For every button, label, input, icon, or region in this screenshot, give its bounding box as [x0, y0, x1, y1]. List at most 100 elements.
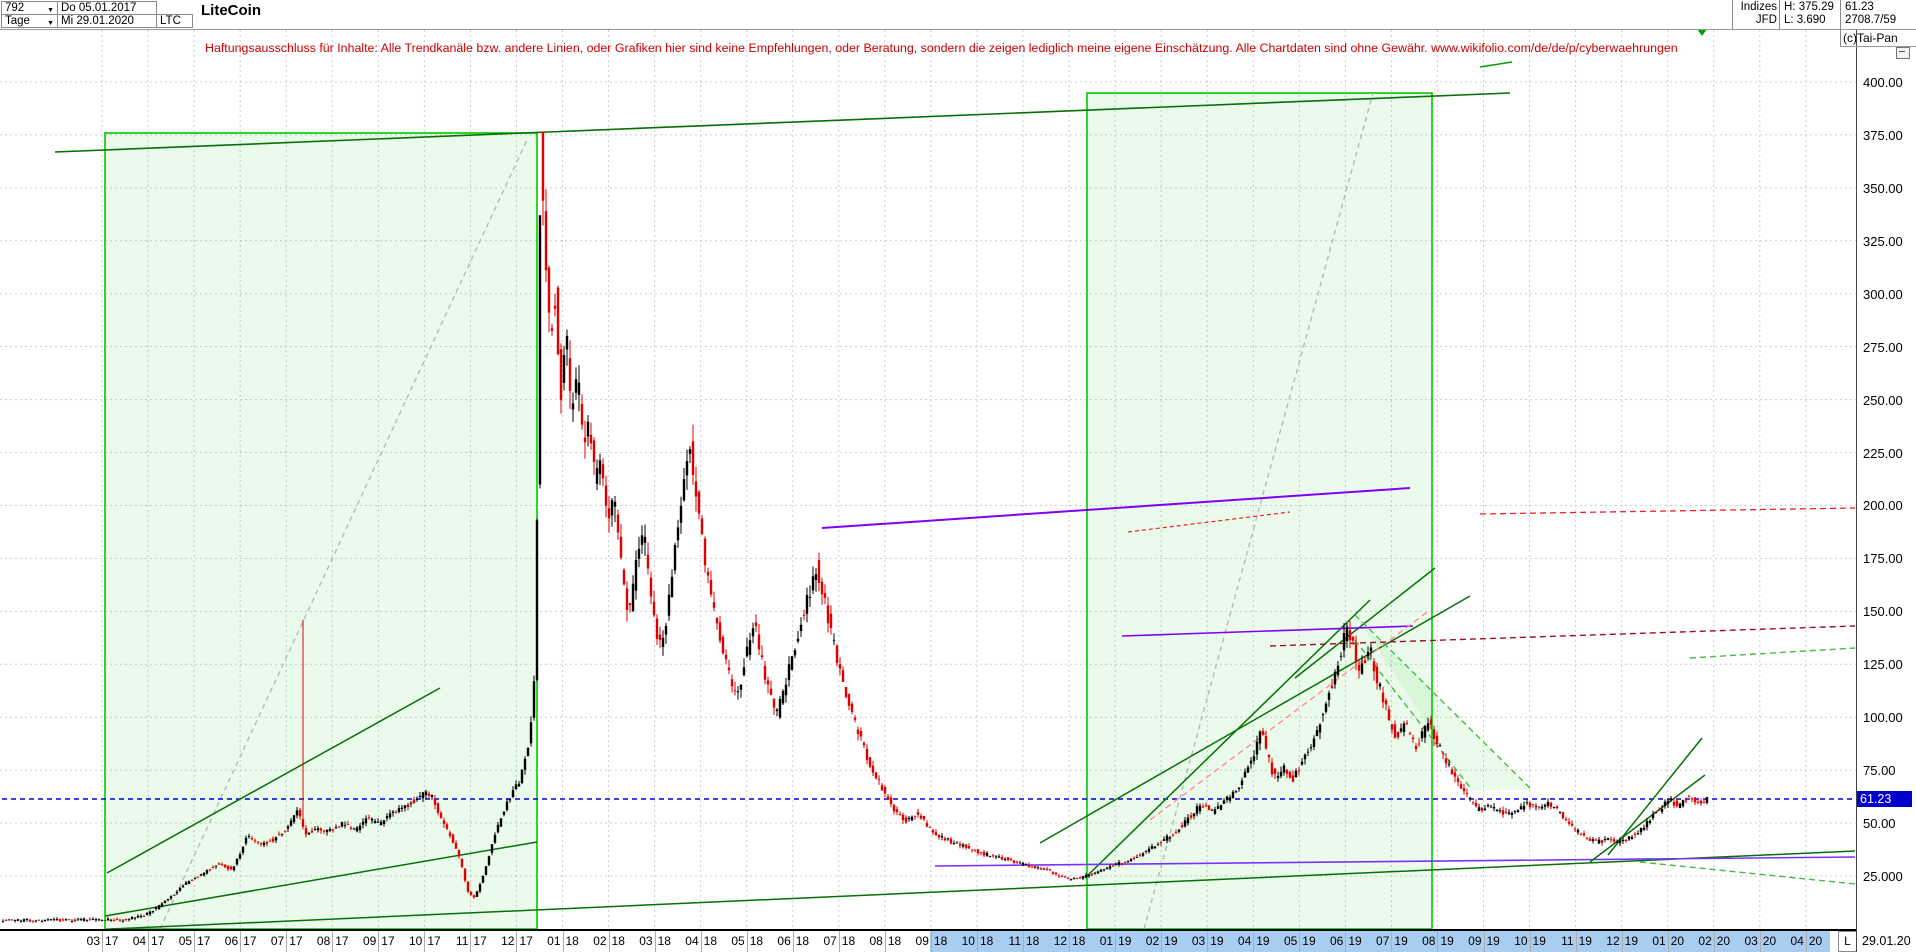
x-axis-label-month: 01 [547, 934, 561, 948]
header-divider-3 [1732, 0, 1733, 29]
copyright-divider [1840, 46, 1916, 47]
x-axis-label-month: 12 [1606, 934, 1620, 948]
y-axis-label: 200.00 [1863, 498, 1903, 514]
x-axis-tick [1759, 931, 1761, 952]
x-axis-tick [562, 931, 564, 952]
x-axis-label-year: 18 [1072, 934, 1086, 948]
date-from-value: Do 05.01.2017 [61, 2, 137, 14]
x-axis-label-month: 08 [869, 934, 883, 948]
header-divider-2 [1840, 0, 1841, 46]
x-axis-tick [378, 931, 380, 952]
x-axis[interactable]: 03 17 04 17 05 17 06 17 07 17 08 17 09 17 10 17 11 17 12 17… [0, 931, 1916, 952]
x-axis-label-year: 17 [151, 934, 165, 948]
purple-support-lower [934, 856, 1856, 867]
rally-box-2019 [1086, 92, 1433, 930]
x-axis-tick [838, 931, 840, 952]
long-support-trendline [109, 850, 1856, 930]
last-date-label: 29.01.20 [1862, 934, 1911, 948]
x-axis-tick [102, 931, 103, 952]
x-axis-label-year: 17 [335, 934, 349, 948]
x-axis-tick [1207, 931, 1209, 952]
feed-label: JFD [1755, 14, 1777, 26]
x-axis-tick [1621, 931, 1623, 952]
x-axis-tick [1437, 931, 1439, 952]
restore-window-icon[interactable] [1896, 47, 1910, 59]
x-axis-label-year: 19 [1348, 934, 1362, 948]
x-axis-label-month: 06 [1329, 934, 1344, 948]
x-axis-tick [424, 931, 426, 952]
x-axis-tick [1069, 931, 1071, 952]
x-axis-label-month: 03 [1191, 934, 1206, 948]
y-axis-label: 150.00 [1863, 604, 1903, 620]
x-axis-tick [1345, 931, 1347, 952]
period-value: Tage [5, 15, 30, 27]
x-axis-label-month: 05 [178, 934, 193, 948]
x-axis-label-month: 05 [731, 934, 745, 948]
x-axis-label-month: 06 [224, 934, 239, 948]
bars-count-value: 792 [5, 2, 25, 14]
x-axis-tick [792, 931, 794, 952]
pink-dashed-channel [1149, 609, 1431, 821]
x-axis-tick [286, 931, 288, 952]
x-axis-tick [1115, 931, 1117, 952]
y-axis-label: 275.00 [1863, 339, 1903, 355]
x-axis-label-year: 18 [703, 934, 717, 948]
red-dashed-resistance [1479, 507, 1856, 515]
x-axis-label-year: 18 [1026, 934, 1040, 948]
x-axis-label-year: 18 [841, 934, 856, 948]
last-price-value: 61.23 [1845, 1, 1874, 13]
channel-top-2017 [106, 687, 441, 874]
symbol-field[interactable]: LTC [156, 14, 193, 28]
period-dropdown[interactable]: Tage ▼ [1, 14, 58, 28]
x-axis-label-year: 17 [243, 934, 257, 948]
x-axis-label-year: 17 [197, 934, 211, 948]
x-axis-label-month: 10 [1514, 934, 1528, 948]
x-axis-tick [1667, 931, 1669, 952]
x-axis-tick [240, 931, 242, 952]
gray-diagonal-2019 [1143, 92, 1374, 930]
upper-tip-segment [1479, 61, 1513, 68]
green-dashed-bottom-right [1639, 861, 1856, 885]
page-title: LiteCoin [201, 2, 261, 19]
x-axis-label-month: 04 [1790, 934, 1804, 948]
x-axis-tick [1253, 931, 1255, 952]
x-axis-label-year: 17 [105, 934, 119, 948]
gray-diagonal-2017 [159, 139, 528, 930]
x-axis-label-year: 18 [795, 934, 810, 948]
x-axis-tick [1483, 931, 1485, 952]
y-axis-label: 325.00 [1863, 233, 1903, 249]
x-axis-tick [1391, 931, 1393, 952]
x-axis-label-month: 12 [1053, 934, 1068, 948]
header-divider-1 [1779, 0, 1780, 29]
group-label: Indizes [1740, 1, 1777, 13]
x-axis-label-month: 03 [1744, 934, 1758, 948]
x-axis-label-year: 18 [657, 934, 671, 948]
x-axis-label-year: 17 [427, 934, 441, 948]
date-from-field[interactable]: Do 05.01.2017 [57, 1, 157, 15]
chart-plot-area[interactable] [0, 0, 1856, 952]
x-axis-label-month: 01 [1099, 934, 1114, 948]
x-axis-tick [884, 931, 886, 952]
x-axis-label-year: 20 [1716, 934, 1731, 948]
x-axis-label-month: 04 [132, 934, 147, 948]
green-dashed-right-flat [1689, 647, 1856, 659]
x-axis-label-month: 11 [455, 934, 469, 948]
chevron-down-icon: ▼ [47, 7, 54, 14]
y-axis[interactable]: 400.00 375.00 350.00 325.00 300.00 275.00 250.… [1857, 30, 1916, 931]
date-to-field[interactable]: Mi 29.01.2020 [57, 14, 157, 28]
x-axis-baseline [0, 929, 1857, 931]
last-price-axis-value: 61.23 [1860, 792, 1892, 806]
x-axis-label-year: 19 [1624, 934, 1638, 948]
x-axis-label-year: 17 [289, 934, 303, 948]
x-axis-label-year: 20 [1670, 934, 1685, 948]
x-axis-tick [516, 931, 518, 952]
x-axis-label-year: 19 [1532, 934, 1546, 948]
x-axis-label-year: 17 [519, 934, 533, 948]
symbol-value: LTC [160, 15, 181, 27]
x-axis-label-year: 20 [1762, 934, 1777, 948]
x-axis-label-month: 06 [777, 934, 791, 948]
peak-resistance-2019 [1294, 567, 1436, 679]
x-axis-label-year: 19 [1210, 934, 1224, 948]
x-axis-label-month: 10 [408, 934, 423, 948]
